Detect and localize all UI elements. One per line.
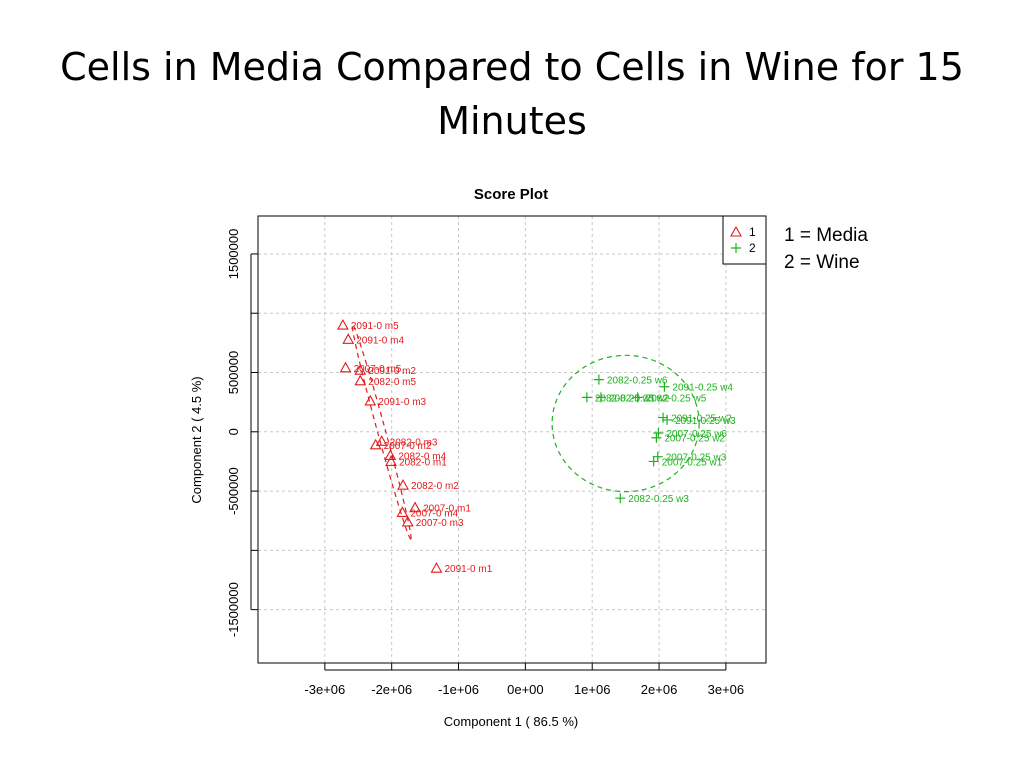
chart-title: Score Plot [474,186,548,203]
point-triangle [364,394,377,406]
point-label: 2007-0 m1 [423,504,471,515]
point-label: 2082-0.25 w5 [646,393,707,404]
point-label: 2082-0.25 w2 [609,393,670,404]
point-label: 2082-0.25 w6 [607,376,668,387]
x-tick-label: 2e+06 [641,682,678,697]
point-triangle [409,501,422,513]
point-triangle [339,361,352,373]
point-label: 2007-0 m5 [354,364,402,375]
slide-title: Cells in Media Compared to Cells in Wine… [60,45,964,143]
y-tick-label: 1500000 [226,229,241,280]
axes: -3e+06 -2e+06 -1e+06 0e+00 1e+06 2e+06 3e+06 -1… [226,229,744,697]
point-plus [658,412,669,423]
x-axis-label: Component 1 ( 86.5 %) [444,714,578,729]
legend-marker-plus [731,243,741,253]
legend-label: 2 [749,241,756,255]
point-plus [662,414,673,425]
point-triangle [401,515,414,527]
point-plus [651,432,662,443]
group-key-media: 1 = Media [784,225,868,246]
point-plus [648,456,659,467]
group-key-wine: 2 = Wine [784,252,860,273]
point-label: 2082-0 m4 [398,452,446,463]
point-plus [632,392,643,403]
point-triangle [354,364,367,375]
x-tick-label: -3e+06 [304,682,345,697]
legend-box [722,215,767,265]
point-label: 2007-0.25 w3 [666,453,727,464]
x-tick-label: -2e+06 [371,682,412,697]
group-2-ellipse [551,354,700,493]
x-tick-label: 3e+06 [708,682,745,697]
point-label: 2007-0.25 w6 [666,429,727,440]
point-triangle [385,455,397,466]
y-tick-label: -500000 [226,467,241,515]
point-label: 2091-0.25 w2 [671,414,732,425]
x-tick-label: 0e+00 [507,682,544,697]
point-label: 2082-0.25 w3 [628,494,689,505]
point-label: 2082-0 m2 [411,481,459,492]
y-tick-label: 500000 [226,351,241,394]
x-tick-label: 1e+06 [574,682,611,697]
point-label: 2091-0.25 w3 [675,416,736,427]
point-label: 2082-0 m3 [390,437,438,448]
point-label: 2007-0 m4 [410,508,458,519]
plot-frame [257,215,767,664]
grid-lines [258,216,766,663]
point-plus [659,381,670,392]
point-label: 2091-0.25 w4 [672,383,733,394]
point-label: 2007-0 m3 [416,518,464,529]
point-plus [615,493,626,504]
point-triangle [369,438,382,450]
x-tick-label: -1e+06 [438,682,479,697]
point-label: 2007-0.25 w2 [664,434,725,445]
legend: 12 [722,215,767,265]
confidence-ellipses [351,323,700,540]
y-tick-label: 0 [226,428,241,435]
point-triangle [354,374,367,386]
point-triangle [336,318,349,330]
point-plus [581,392,592,403]
point-label: 2007-0 m2 [384,441,432,452]
point-triangle [397,479,409,490]
point-plus [595,392,606,403]
legend-label: 1 [749,225,756,239]
point-label: 2091-0 m5 [351,321,399,332]
point-triangle [430,562,443,573]
point-triangle [396,506,409,517]
point-triangle [342,333,355,344]
point-plus [653,427,664,438]
point-label: 2082-0 m5 [368,377,416,388]
point-label: 2007-0.25 w1 [662,457,723,468]
point-label: 2082-0.25 w1 [595,393,656,404]
point-plus [652,451,663,462]
legend-marker-triangle [730,225,742,237]
y-tick-label: -1500000 [226,582,241,637]
point-triangle [384,449,397,461]
y-axis-label: Component 2 ( 4.5 %) [189,376,204,503]
point-label: 2082-0 m1 [399,457,447,468]
point-plus [593,374,604,385]
point-label: 2091-0 m2 [368,366,416,377]
point-triangle [375,435,388,446]
group-1-ellipse [351,323,412,540]
point-label: 2091-0 m3 [378,397,426,408]
group-key-note: 1 = Media 2 = Wine [784,222,868,276]
point-label: 2091-0 m4 [356,335,404,346]
point-label: 2091-0 m1 [444,564,492,575]
